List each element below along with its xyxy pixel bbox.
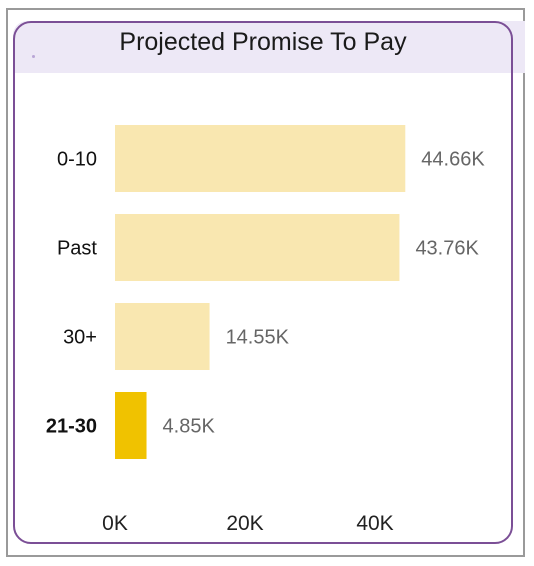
visual-container: [6, 8, 525, 557]
category-label-0-10: 0-10: [57, 149, 97, 171]
category-label-21-30: 21-30: [46, 416, 97, 438]
focus-indicator-dot: [32, 55, 35, 58]
category-label-past: Past: [57, 238, 97, 260]
x-tick-label: 0K: [102, 512, 128, 535]
chart-card[interactable]: [13, 21, 513, 544]
data-label-30: 14.55K: [226, 327, 290, 349]
bar-21-30[interactable]: [115, 392, 147, 459]
data-label-0-10: 44.66K: [421, 149, 485, 171]
bar-0-10[interactable]: [115, 125, 406, 192]
chart-title: Projected Promise To Pay: [119, 28, 407, 56]
title-background: [13, 21, 525, 73]
category-label-30: 30+: [63, 327, 97, 349]
data-label-past: 43.76K: [415, 238, 479, 260]
bar-past[interactable]: [115, 214, 400, 281]
bar-30[interactable]: [115, 303, 210, 370]
data-label-21-30: 4.85K: [163, 416, 216, 438]
x-tick-label: 40K: [356, 512, 393, 535]
x-tick-label: 20K: [226, 512, 263, 535]
